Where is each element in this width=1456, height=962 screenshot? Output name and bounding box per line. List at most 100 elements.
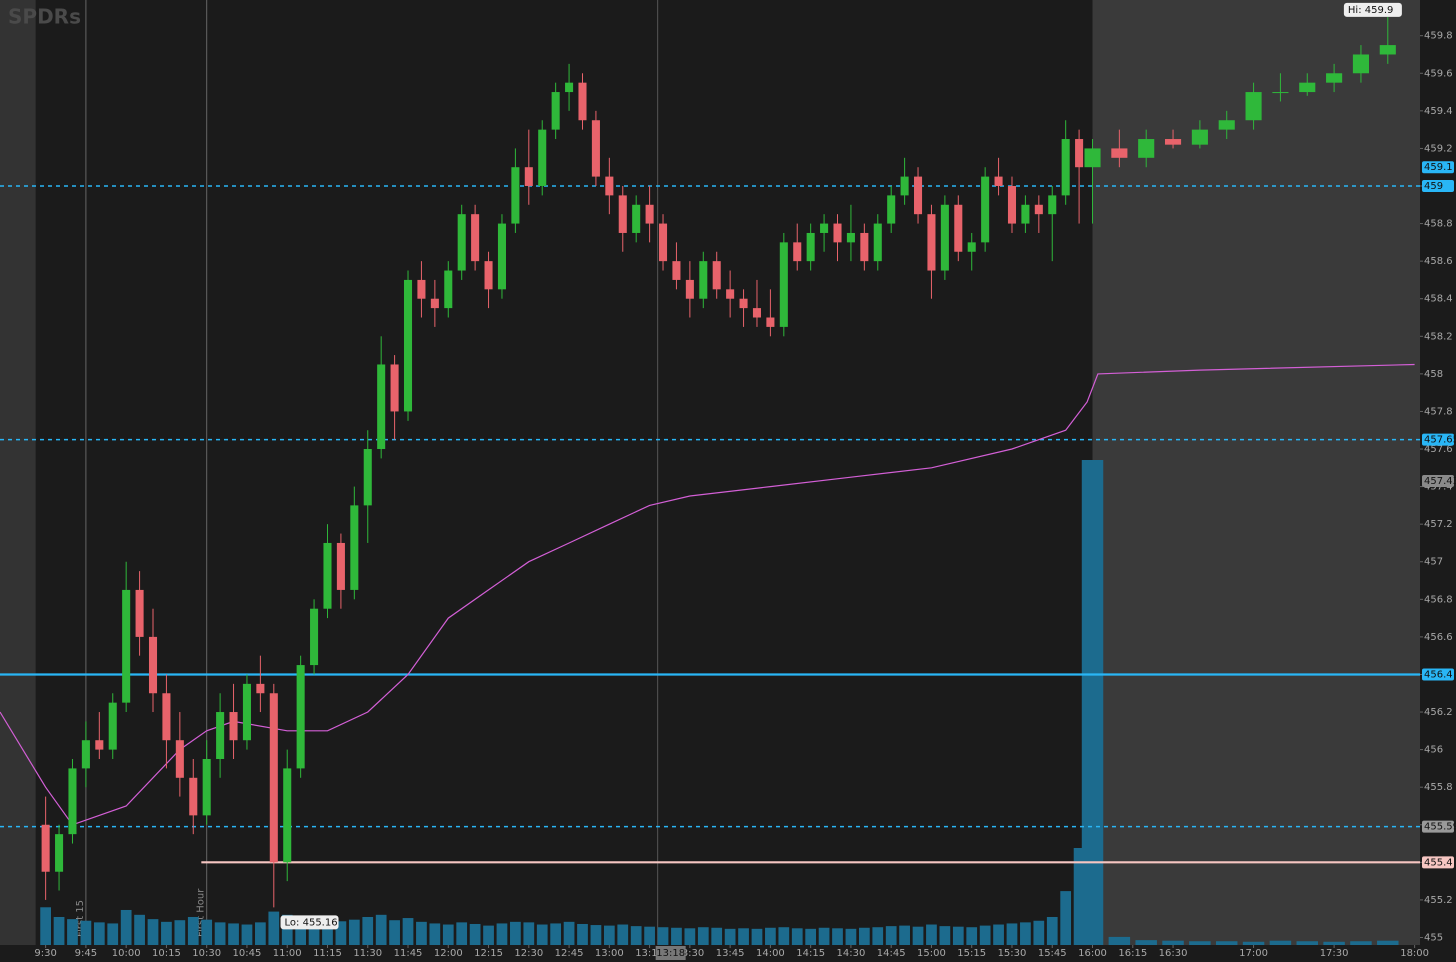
candle-body [672,261,681,280]
price-badge [1422,474,1454,487]
y-tick-label: 459.2 [1424,143,1453,154]
volume-bar [1060,891,1072,945]
volume-bar [442,924,454,945]
annotation-box [280,915,339,930]
candle-body [323,542,332,609]
volume-bar [93,922,105,945]
y-tick-label: 457 [1424,557,1443,568]
marker-label: First Hour [196,888,207,937]
price-badge-label: 455.4 [1424,857,1453,868]
y-tick-label: 455.2 [1424,895,1453,906]
price-badge-label: 455.59 [1424,822,1456,833]
y-tick-label: 459.8 [1424,31,1453,42]
candle-body [390,364,399,412]
volume-bar [174,920,186,945]
volume-bar [1377,940,1399,945]
volume-bar [1020,922,1031,945]
volume-bar [697,927,709,945]
price-badge-label: 459.1 [1424,162,1453,173]
candle-body [55,834,64,872]
candle-body [645,204,654,224]
annotation-box [1343,2,1402,17]
volume-bar [765,927,776,945]
volume-bar [107,923,119,945]
x-tick-label: 12:30 [514,948,543,959]
x-tick-label: 14:15 [796,948,825,959]
candle-body [162,693,171,741]
x-tick-label: 14:00 [756,948,785,959]
volume-bar [1033,920,1045,945]
candle-body [363,449,372,506]
y-tick-label: 457.2 [1424,519,1453,530]
x-tick-label: 11:45 [394,948,423,959]
candle-body [1007,185,1017,224]
volume-bar [187,916,199,945]
candle-body [578,82,587,121]
price-badge [1422,161,1454,174]
volume-bar [1108,936,1131,945]
candle-body [430,298,439,309]
candle-body [403,279,413,412]
y-tick-label: 459.6 [1424,68,1453,79]
volume-bar [858,927,870,945]
candle-body [914,176,923,215]
volume-bar [872,927,884,945]
x-tick-label: 15:00 [917,948,946,959]
volume-bar [939,926,951,945]
annotation: Hi: 459.9 [1348,5,1393,16]
volume-bar [778,927,790,945]
volume-bar [53,916,65,945]
candle-body [296,665,305,769]
y-tick-label: 456 [1424,745,1443,756]
x-tick-label: 17:30 [1320,948,1349,959]
volume-bar [952,926,964,945]
volume-bar [1350,941,1372,945]
candle-body [1299,82,1316,93]
candle-body [1379,45,1396,55]
volume-bar [147,919,159,945]
candle-body [202,759,211,816]
volume-bar [228,923,239,945]
candle-body [148,636,158,694]
candle-body [417,279,426,299]
marker-label: First 15 [75,900,86,937]
x-tick-label: 13:30 [675,948,704,959]
candle-body [685,279,694,299]
volume-bar [885,926,897,945]
volume-bar [536,924,548,945]
volume-bar [644,926,655,945]
candle-body [699,261,708,299]
candle-body [457,214,466,271]
x-tick-label: 9:45 [75,948,97,959]
cursor-label: 13:18 [656,948,685,959]
candle-body [81,740,90,769]
candle-body [900,176,909,196]
x-tick-label: 11:15 [313,948,342,959]
candle-body [726,289,735,299]
volume-bar [295,918,307,945]
volume-bar [738,928,749,945]
x-tick-label: 11:30 [353,948,382,959]
x-tick-label: 9:30 [34,948,56,959]
volume-bar [926,924,937,945]
candle-body [591,120,600,177]
y-tick-label: 456.6 [1424,632,1453,643]
candle-body [350,505,359,590]
annotation: Lo: 455.16 [285,917,338,928]
volume-bar [671,927,682,945]
y-tick-label: 458 [1424,369,1443,380]
volume-bar [1189,941,1211,945]
volume-bar [805,928,817,945]
candle-body [41,824,50,872]
price-badge [1422,856,1454,869]
volume-bar [281,914,293,945]
volume-bar [375,914,387,945]
y-tick-label: 458.6 [1424,256,1453,267]
y-tick-label: 457.4 [1424,482,1453,493]
candle-body [283,768,292,863]
y-tick-label: 457.6 [1424,444,1453,455]
candle-body [471,214,480,262]
candle-body [793,242,802,262]
candle-body [189,777,198,816]
